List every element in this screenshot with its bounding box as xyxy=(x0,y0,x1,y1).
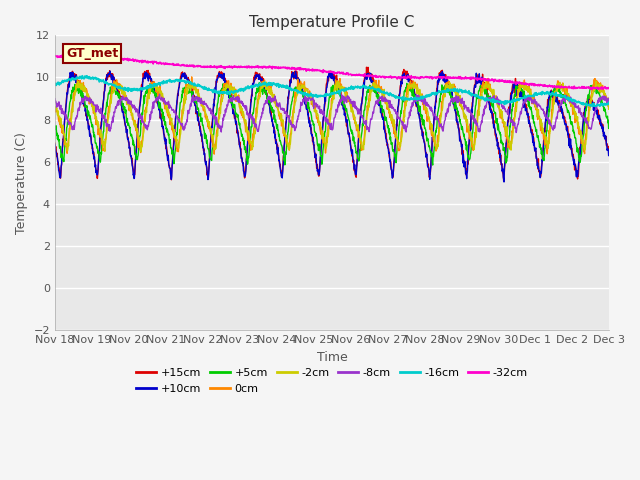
+15cm xyxy=(605,150,613,156)
-16cm xyxy=(51,81,59,86)
+10cm xyxy=(117,98,125,104)
-2cm xyxy=(367,87,375,93)
-8cm xyxy=(156,91,163,97)
-32cm xyxy=(287,66,294,72)
Title: Temperature Profile C: Temperature Profile C xyxy=(249,15,415,30)
+10cm xyxy=(367,71,374,76)
Line: -2cm: -2cm xyxy=(55,81,609,152)
0cm xyxy=(298,84,306,90)
+15cm xyxy=(367,72,374,77)
-16cm xyxy=(605,100,613,106)
-2cm xyxy=(94,123,102,129)
+15cm xyxy=(298,84,305,89)
-16cm xyxy=(287,84,294,90)
+10cm xyxy=(500,179,508,185)
+15cm xyxy=(363,64,371,70)
-2cm xyxy=(308,96,316,102)
+15cm xyxy=(116,94,124,99)
-2cm xyxy=(74,78,82,84)
Line: 0cm: 0cm xyxy=(55,77,609,154)
+15cm xyxy=(51,140,59,146)
+5cm xyxy=(298,90,306,96)
-2cm xyxy=(117,83,125,88)
0cm xyxy=(94,120,102,126)
-8cm xyxy=(308,96,316,102)
-16cm xyxy=(94,76,102,82)
-8cm xyxy=(367,116,374,122)
X-axis label: Time: Time xyxy=(317,350,348,363)
-16cm xyxy=(308,93,316,99)
+15cm xyxy=(500,178,508,184)
-8cm xyxy=(94,105,102,111)
-32cm xyxy=(367,73,374,79)
+5cm xyxy=(367,86,374,92)
+15cm xyxy=(94,170,102,176)
0cm xyxy=(605,106,613,111)
Legend: +15cm, +10cm, +5cm, 0cm, -2cm, -8cm, -16cm, -32cm: +15cm, +10cm, +5cm, 0cm, -2cm, -8cm, -16… xyxy=(132,364,532,398)
+5cm xyxy=(308,117,316,122)
-2cm xyxy=(287,136,294,142)
-2cm xyxy=(605,102,613,108)
-32cm xyxy=(588,86,596,92)
+10cm xyxy=(94,169,102,175)
Y-axis label: Temperature (C): Temperature (C) xyxy=(15,132,28,234)
-2cm xyxy=(137,149,145,155)
-8cm xyxy=(513,130,520,135)
-8cm xyxy=(51,96,59,102)
+10cm xyxy=(287,78,294,84)
-16cm xyxy=(591,104,598,109)
+5cm xyxy=(51,126,59,132)
Line: -16cm: -16cm xyxy=(55,76,609,107)
-32cm xyxy=(605,85,613,91)
+10cm xyxy=(298,84,306,90)
Line: +10cm: +10cm xyxy=(55,71,609,182)
-8cm xyxy=(298,103,306,108)
Line: -32cm: -32cm xyxy=(55,55,609,89)
+15cm xyxy=(308,128,316,134)
-16cm xyxy=(367,85,374,91)
0cm xyxy=(51,105,59,111)
-8cm xyxy=(116,102,124,108)
+5cm xyxy=(429,162,436,168)
0cm xyxy=(287,131,294,137)
+10cm xyxy=(308,133,316,139)
+5cm xyxy=(605,125,613,131)
+10cm xyxy=(605,151,613,156)
-32cm xyxy=(308,67,316,72)
+10cm xyxy=(106,68,114,74)
0cm xyxy=(211,151,218,157)
-32cm xyxy=(94,54,102,60)
+15cm xyxy=(286,77,294,83)
+10cm xyxy=(51,142,59,147)
+5cm xyxy=(116,96,124,102)
-8cm xyxy=(287,118,294,123)
Line: +15cm: +15cm xyxy=(55,67,609,181)
0cm xyxy=(367,84,375,89)
0cm xyxy=(116,82,124,87)
-32cm xyxy=(51,53,59,59)
-32cm xyxy=(81,52,89,58)
-32cm xyxy=(117,56,125,62)
-16cm xyxy=(298,91,306,96)
Text: GT_met: GT_met xyxy=(66,47,118,60)
+5cm xyxy=(287,108,294,113)
-8cm xyxy=(605,97,613,103)
Line: -8cm: -8cm xyxy=(55,94,609,132)
+5cm xyxy=(255,80,263,85)
-2cm xyxy=(298,82,306,87)
Line: +5cm: +5cm xyxy=(55,83,609,165)
0cm xyxy=(188,74,196,80)
+5cm xyxy=(94,148,102,154)
-16cm xyxy=(79,73,86,79)
0cm xyxy=(308,96,316,102)
-16cm xyxy=(117,86,125,92)
-2cm xyxy=(51,104,59,109)
-32cm xyxy=(298,66,306,72)
